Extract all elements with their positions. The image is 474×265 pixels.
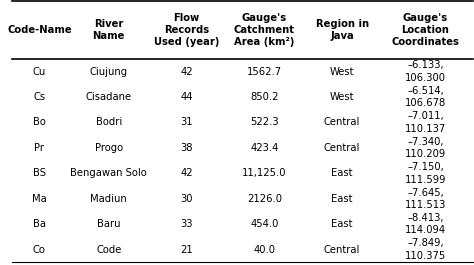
Text: Bodri: Bodri xyxy=(96,117,122,127)
Text: –6.133,
106.300: –6.133, 106.300 xyxy=(405,60,446,83)
Text: Region in
Java: Region in Java xyxy=(316,19,369,41)
Text: Cs: Cs xyxy=(33,92,46,102)
Text: 2126.0: 2126.0 xyxy=(247,194,282,204)
Text: East: East xyxy=(331,194,353,204)
Text: 850.2: 850.2 xyxy=(250,92,279,102)
Text: West: West xyxy=(330,67,355,77)
Text: Central: Central xyxy=(324,117,360,127)
Text: BS: BS xyxy=(33,168,46,178)
Text: Ma: Ma xyxy=(32,194,47,204)
Text: East: East xyxy=(331,219,353,229)
Text: 454.0: 454.0 xyxy=(250,219,279,229)
Text: 30: 30 xyxy=(180,194,193,204)
Text: 42: 42 xyxy=(180,67,193,77)
Text: 38: 38 xyxy=(180,143,193,153)
Text: Central: Central xyxy=(324,143,360,153)
Text: 44: 44 xyxy=(180,92,193,102)
Text: –7.150,
111.599: –7.150, 111.599 xyxy=(405,162,446,184)
Text: 33: 33 xyxy=(180,219,193,229)
Text: 31: 31 xyxy=(180,117,193,127)
Text: –8.413,
114.094: –8.413, 114.094 xyxy=(405,213,446,235)
Text: –7.340,
110.209: –7.340, 110.209 xyxy=(405,137,446,159)
Text: Progo: Progo xyxy=(95,143,123,153)
Text: 11,125.0: 11,125.0 xyxy=(242,168,287,178)
Text: 522.3: 522.3 xyxy=(250,117,279,127)
Text: Code: Code xyxy=(96,245,121,255)
Text: Central: Central xyxy=(324,245,360,255)
Text: Ciujung: Ciujung xyxy=(90,67,128,77)
Text: East: East xyxy=(331,168,353,178)
Text: Bo: Bo xyxy=(33,117,46,127)
Text: Pr: Pr xyxy=(34,143,45,153)
Text: Madiun: Madiun xyxy=(91,194,127,204)
Text: Gauge's
Catchment
Area (km²): Gauge's Catchment Area (km²) xyxy=(234,13,295,47)
Text: –6.514,
106.678: –6.514, 106.678 xyxy=(405,86,446,108)
Text: –7.011,
110.137: –7.011, 110.137 xyxy=(405,111,446,134)
Text: 1562.7: 1562.7 xyxy=(247,67,282,77)
Text: 40.0: 40.0 xyxy=(253,245,275,255)
Text: Bengawan Solo: Bengawan Solo xyxy=(71,168,147,178)
Text: River
Name: River Name xyxy=(92,19,125,41)
Text: 423.4: 423.4 xyxy=(250,143,279,153)
Text: Ba: Ba xyxy=(33,219,46,229)
Text: West: West xyxy=(330,92,355,102)
Text: Co: Co xyxy=(33,245,46,255)
Text: –7.645,
111.513: –7.645, 111.513 xyxy=(405,188,446,210)
Text: 42: 42 xyxy=(180,168,193,178)
Text: Cisadane: Cisadane xyxy=(86,92,132,102)
Text: Code-Name: Code-Name xyxy=(7,25,72,35)
Text: Gauge's
Location
Coordinates: Gauge's Location Coordinates xyxy=(392,13,459,47)
Text: Baru: Baru xyxy=(97,219,120,229)
Text: –7.849,
110.375: –7.849, 110.375 xyxy=(405,238,446,261)
Text: Flow
Records
Used (year): Flow Records Used (year) xyxy=(154,13,219,47)
Text: 21: 21 xyxy=(180,245,193,255)
Text: Cu: Cu xyxy=(33,67,46,77)
